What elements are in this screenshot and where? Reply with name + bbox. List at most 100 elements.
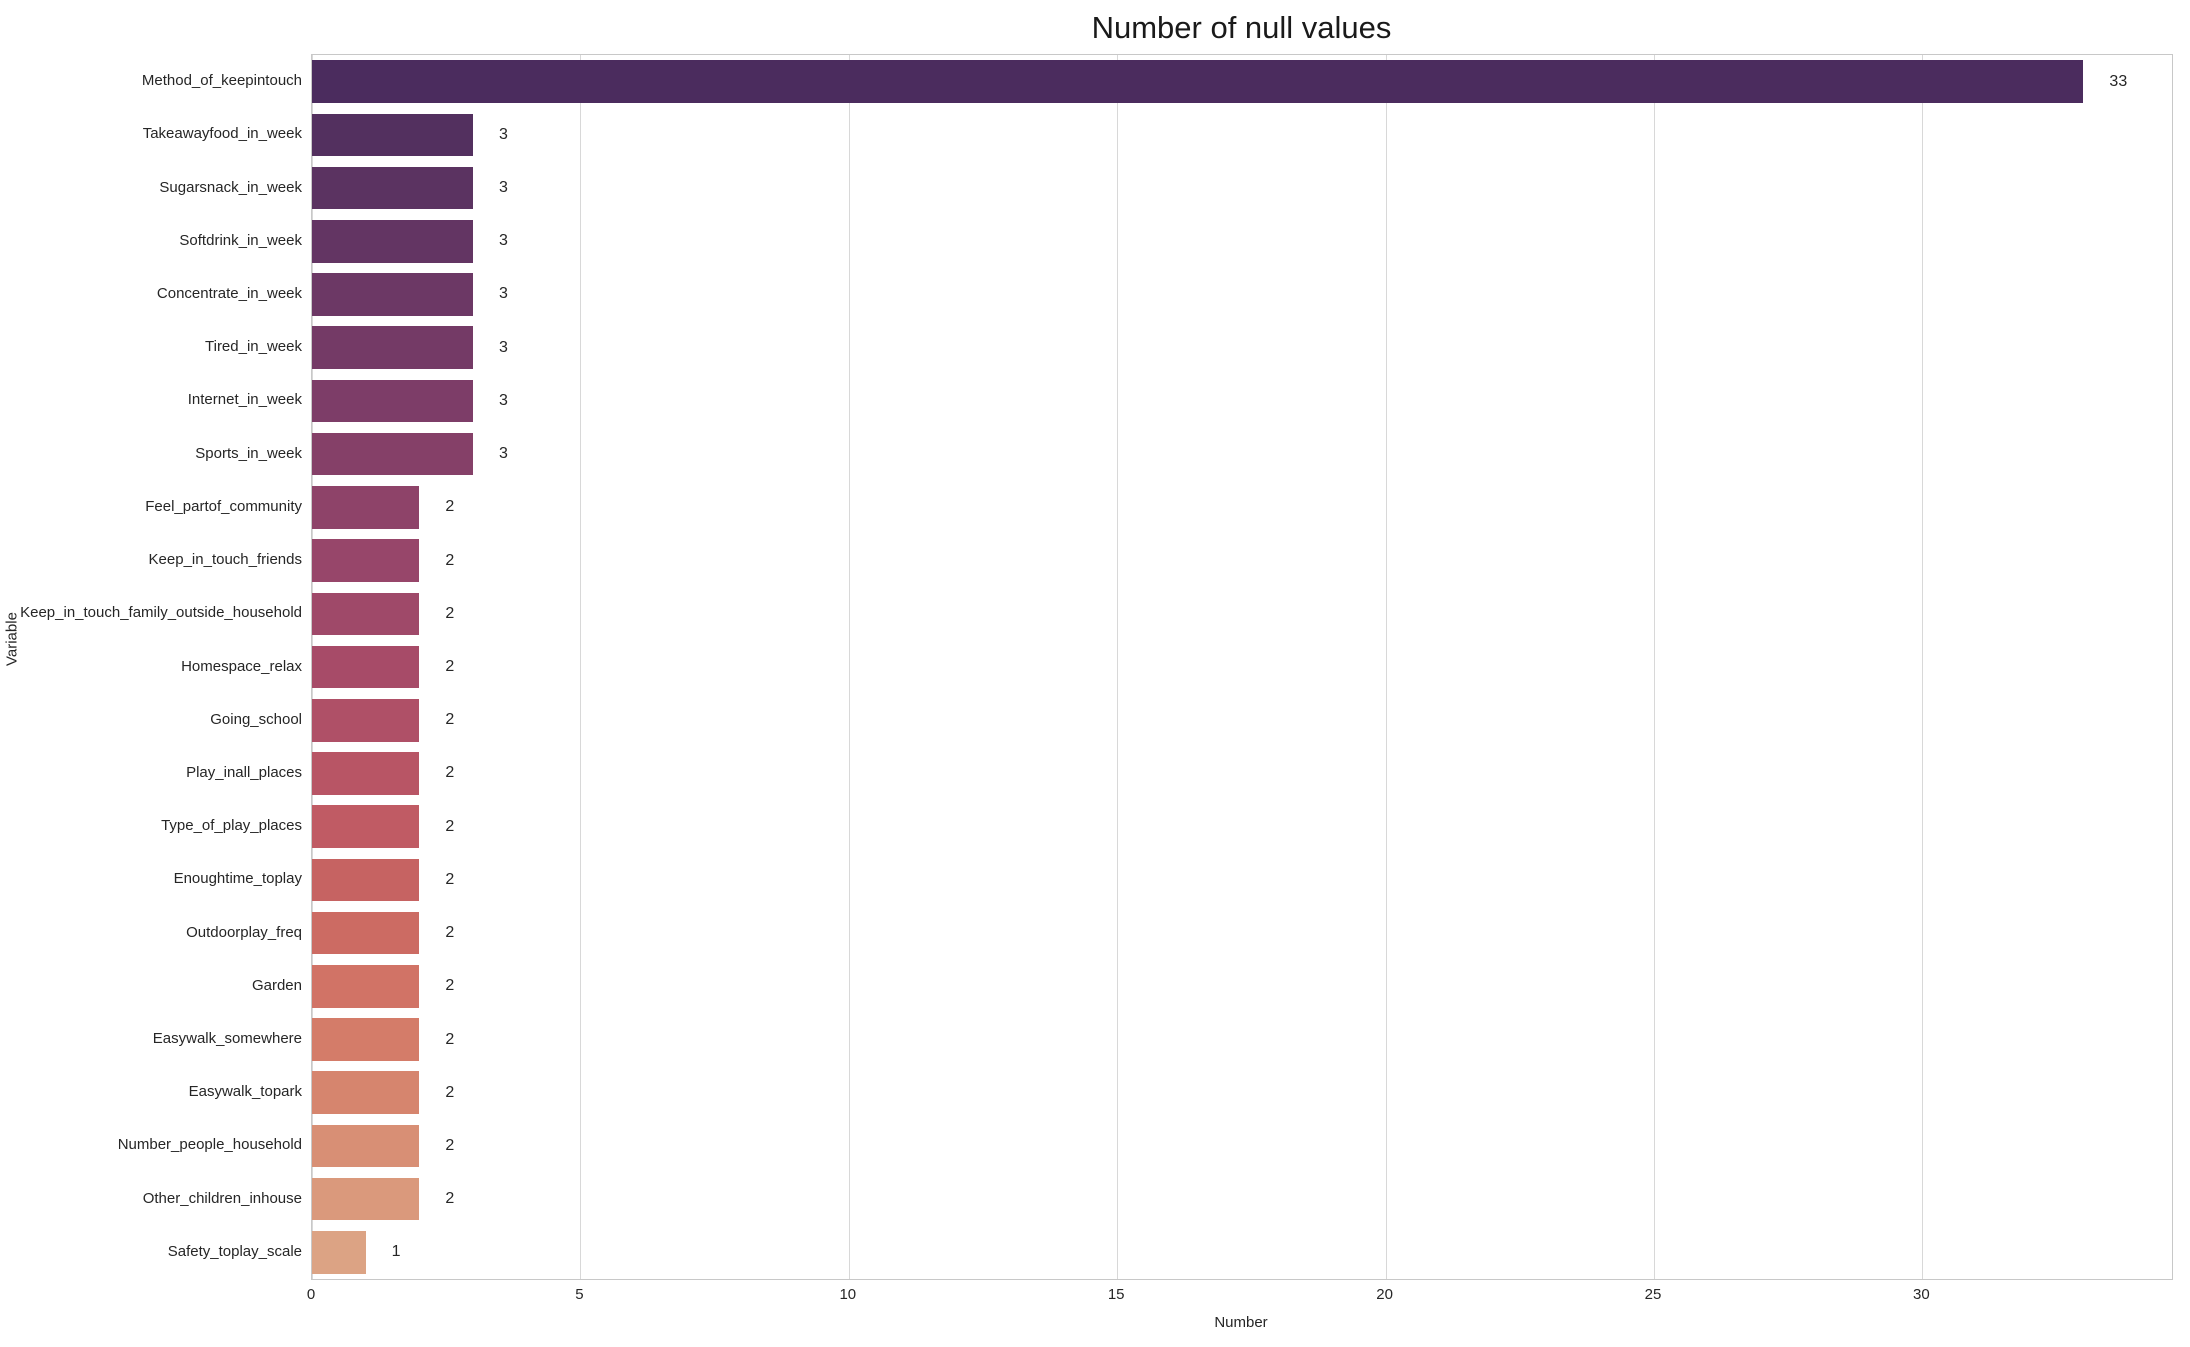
bar-value-label: 3: [499, 391, 508, 409]
bar-row: 2: [312, 640, 2172, 693]
y-tick-row: Play_inall_places: [0, 746, 302, 799]
x-tick-label: 15: [1107, 1286, 1125, 1303]
bar-value-label: 3: [499, 445, 508, 463]
y-tick-label: Method_of_keepintouch: [141, 72, 302, 90]
y-tick-label: Concentrate_in_week: [156, 284, 302, 302]
bar: [312, 858, 420, 902]
bar-row: 2: [312, 853, 2172, 906]
bar-row: 2: [312, 800, 2172, 853]
y-tick-label: Safety_toplay_scale: [167, 1242, 302, 1260]
bar-value-label: 2: [445, 1190, 455, 1208]
bar-row: 2: [312, 1173, 2172, 1226]
y-tick-row: Number_people_household: [0, 1118, 302, 1171]
y-tick-label: Keep_in_touch_family_outside_household: [20, 604, 302, 622]
bar-row: 2: [312, 1013, 2172, 1066]
y-tick-row: Sports_in_week: [0, 427, 302, 480]
x-axis-label: Number: [1214, 1314, 1268, 1331]
bar-value-label: 2: [445, 604, 455, 622]
bar-row: 3: [312, 321, 2172, 374]
bar: [312, 805, 420, 848]
bar-row: 2: [312, 907, 2172, 960]
bar: [312, 1018, 420, 1061]
bar-row: 3: [312, 161, 2172, 214]
bar-row: 2: [312, 960, 2172, 1013]
y-tick-label: Takeawayfood_in_week: [142, 125, 302, 143]
y-tick-label: Easywalk_somewhere: [152, 1030, 302, 1048]
x-tick-label: 10: [839, 1286, 857, 1303]
bar: [312, 379, 474, 423]
y-tick-label: Garden: [251, 976, 302, 994]
bar-row: 3: [312, 428, 2172, 481]
bar-value-label: 2: [445, 977, 455, 995]
y-tick-row: Homespace_relax: [0, 639, 302, 692]
y-tick-label: Other_children_inhouse: [142, 1189, 302, 1207]
y-tick-row: Takeawayfood_in_week: [0, 107, 302, 160]
y-tick-row: Softdrink_in_week: [0, 214, 302, 267]
bar-row: 2: [312, 1066, 2172, 1119]
x-tick-label: 5: [575, 1286, 584, 1303]
bar-value-label: 2: [445, 1136, 455, 1154]
x-tick-label: 0: [306, 1286, 316, 1303]
bar-row: 2: [312, 694, 2172, 747]
gridline: [848, 55, 850, 1279]
gridline: [1653, 55, 1655, 1279]
bar: [312, 592, 420, 636]
y-tick-row: Safety_toplay_scale: [0, 1225, 302, 1278]
x-tick-labels: 0 5 10 15 20 25 30: [307, 1286, 2171, 1308]
gridline: [580, 55, 582, 1279]
y-tick-label: Easywalk_topark: [188, 1083, 302, 1101]
y-tick-row: Type_of_play_places: [0, 799, 302, 852]
x-tick-label: 30: [1913, 1286, 1930, 1303]
y-tick-row: Internet_in_week: [0, 373, 302, 426]
bar-row: 3: [312, 268, 2172, 321]
y-tick-label: Softdrink_in_week: [179, 231, 302, 249]
bar-value-label: 3: [499, 179, 508, 197]
bar-row: 2: [312, 1119, 2172, 1172]
bar: [312, 326, 474, 369]
chart-title: Number of null values: [1091, 10, 1392, 45]
y-tick-row: Tired_in_week: [0, 320, 302, 373]
y-tick-row: Concentrate_in_week: [0, 267, 302, 320]
bar: [312, 273, 474, 316]
bar-row: 3: [312, 374, 2172, 427]
x-tick-label: 20: [1376, 1286, 1393, 1303]
bar: [312, 486, 420, 529]
gridline: [1385, 55, 1387, 1279]
y-tick-label: Number_people_household: [117, 1136, 302, 1154]
y-tick-row: Easywalk_topark: [0, 1065, 302, 1118]
bar-value-label: 2: [445, 551, 455, 569]
gridline: [1922, 55, 1924, 1279]
bar-value-label: 2: [445, 498, 455, 516]
y-tick-label: Enoughtime_toplay: [173, 870, 302, 888]
bar-row: 3: [312, 215, 2172, 268]
y-tick-label: Internet_in_week: [187, 391, 302, 409]
bar: [312, 1231, 366, 1274]
y-tick-row: Garden: [0, 959, 302, 1012]
bar-value-label: 33: [2109, 72, 2128, 90]
bar-value-label: 2: [445, 1030, 455, 1048]
y-tick-label: Tired_in_week: [205, 338, 302, 356]
y-tick-row: Other_children_inhouse: [0, 1172, 302, 1225]
bar: [312, 752, 420, 795]
y-tick-row: Easywalk_somewhere: [0, 1012, 302, 1065]
y-tick-row: Feel_partof_community: [0, 480, 302, 533]
bar-value-label: 2: [445, 870, 455, 888]
bar-value-label: 3: [499, 232, 508, 250]
bar-value-label: 2: [445, 924, 455, 942]
y-tick-label: Type_of_play_places: [161, 817, 302, 835]
bar-value-label: 3: [499, 125, 508, 143]
bar: [312, 645, 420, 689]
bar: [312, 166, 474, 210]
bar: [312, 219, 474, 263]
bar-value-label: 2: [445, 764, 455, 782]
bar-row: 2: [312, 747, 2172, 800]
y-tick-label: Play_inall_places: [186, 763, 302, 781]
y-tick-row: Enoughtime_toplay: [0, 852, 302, 905]
bar-row: 2: [312, 534, 2172, 587]
bar-value-label: 3: [499, 338, 508, 356]
bar-value-label: 3: [499, 285, 508, 303]
bar-row: 1: [312, 1226, 2172, 1279]
y-tick-label: Outdoorplay_freq: [186, 923, 302, 941]
bar: [312, 60, 2084, 103]
